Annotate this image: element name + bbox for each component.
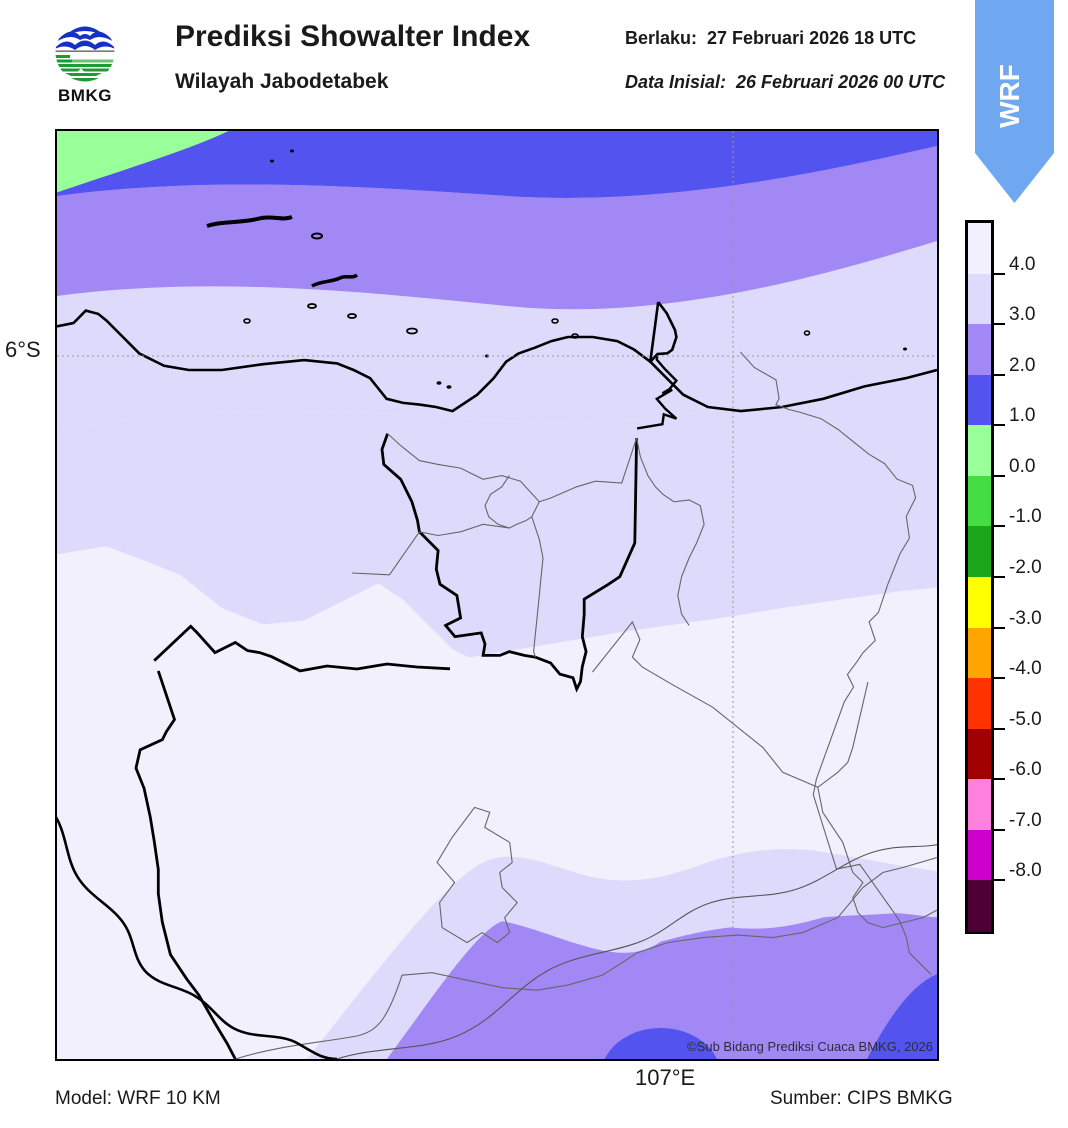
- svg-text:WRF: WRF: [994, 64, 1025, 128]
- svg-text:©Sub Bidang Prediksi Cuaca BMK: ©Sub Bidang Prediksi Cuaca BMKG, 2026: [687, 1039, 933, 1054]
